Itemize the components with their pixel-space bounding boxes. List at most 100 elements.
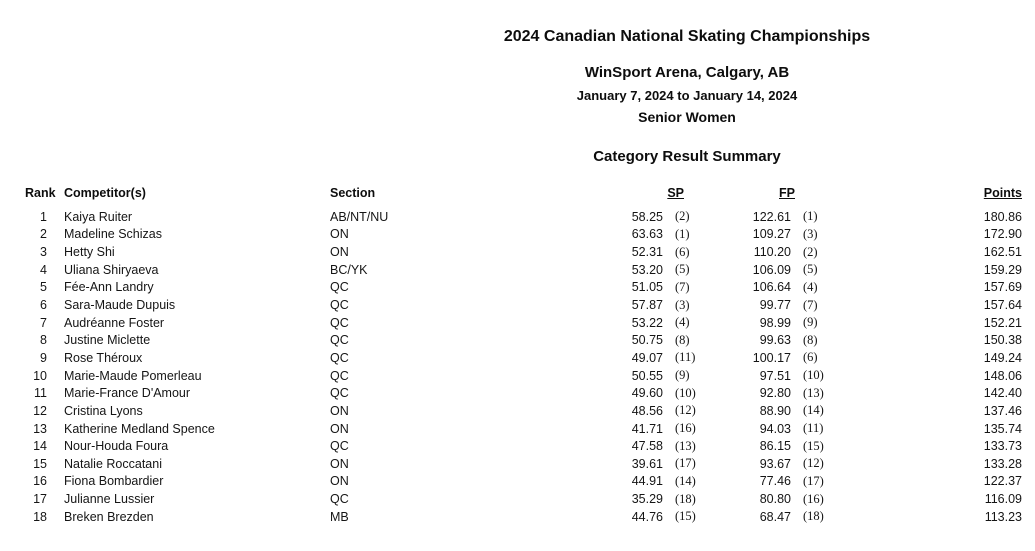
rank-cell: 4 xyxy=(40,262,47,277)
fp-place-cell: (13) xyxy=(803,385,824,400)
event-dates: January 7, 2024 to January 14, 2024 xyxy=(576,88,798,103)
column-header-fp: FP xyxy=(779,186,795,200)
sp-place-cell: (11) xyxy=(675,350,696,365)
sp-place-cell: (1) xyxy=(675,226,690,241)
event-title: 2024 Canadian National Skating Champions… xyxy=(503,28,871,45)
table-row: 1 Kaiya Ruiter AB/NT/NU 58.25 (2) 122.61… xyxy=(0,208,1035,226)
column-header-competitor: Competitor(s) xyxy=(64,186,146,200)
section-cell: ON xyxy=(330,403,349,418)
sp-score-cell: 44.76 xyxy=(631,509,663,524)
fp-score-cell: 98.99 xyxy=(759,315,791,330)
table-row: 15 Natalie Roccatani ON 39.61 (17) 93.67… xyxy=(0,455,1035,473)
competitor-cell: Fiona Bombardier xyxy=(64,474,164,489)
fp-score-cell: 100.17 xyxy=(752,350,791,365)
sp-score-cell: 52.31 xyxy=(631,245,663,260)
fp-place-cell: (10) xyxy=(803,368,824,383)
competitor-cell: Marie-France D'Amour xyxy=(64,386,191,401)
competitor-cell: Breken Brezden xyxy=(64,509,154,524)
fp-score-cell: 106.09 xyxy=(752,262,791,277)
competitor-cell: Justine Miclette xyxy=(64,333,151,348)
fp-place-cell: (5) xyxy=(803,262,818,277)
sp-place-cell: (18) xyxy=(675,491,696,506)
section-cell: QC xyxy=(330,280,349,295)
points-cell: 148.06 xyxy=(983,368,1022,383)
section-cell: ON xyxy=(330,474,349,489)
rank-cell: 5 xyxy=(40,280,47,295)
table-row: 6 Sara-Maude Dupuis QC 57.87 (3) 99.77 (… xyxy=(0,296,1035,314)
points-cell: 113.23 xyxy=(984,509,1022,524)
competitor-cell: Madeline Schizas xyxy=(64,227,162,242)
sp-place-cell: (12) xyxy=(675,403,696,418)
points-cell: 116.09 xyxy=(984,492,1022,507)
table-row: 3 Hetty Shi ON 52.31 (6) 110.20 (2) 162.… xyxy=(0,243,1035,261)
table-row: 9 Rose Théroux QC 49.07 (11) 100.17 (6) … xyxy=(0,349,1035,367)
fp-place-cell: (4) xyxy=(803,279,818,294)
sp-place-cell: (6) xyxy=(675,244,690,259)
section-cell: QC xyxy=(330,492,349,507)
points-cell: 159.29 xyxy=(983,262,1022,277)
points-cell: 135.74 xyxy=(983,421,1022,436)
rank-cell: 15 xyxy=(33,456,47,471)
fp-place-cell: (15) xyxy=(803,438,824,453)
points-cell: 133.28 xyxy=(983,456,1022,471)
rank-cell: 3 xyxy=(40,245,47,260)
section-cell: ON xyxy=(330,245,349,260)
sp-score-cell: 50.55 xyxy=(631,368,663,383)
section-cell: QC xyxy=(330,298,349,313)
fp-score-cell: 80.80 xyxy=(759,492,791,507)
points-cell: 162.51 xyxy=(983,245,1022,260)
section-cell: QC xyxy=(330,439,349,454)
section-cell: ON xyxy=(330,227,349,242)
sp-place-cell: (16) xyxy=(675,421,696,435)
sp-place-cell: (10) xyxy=(675,385,696,400)
rank-cell: 16 xyxy=(33,474,47,489)
fp-score-cell: 106.64 xyxy=(752,280,791,295)
competitor-cell: Natalie Roccatani xyxy=(64,456,162,471)
fp-place-cell: (3) xyxy=(803,226,818,241)
fp-score-cell: 99.77 xyxy=(759,298,791,313)
competitor-cell: Julianne Lussier xyxy=(64,492,155,507)
page-title: Category Result Summary xyxy=(593,148,781,165)
table-row: 13 Katherine Medland Spence ON 41.71 (16… xyxy=(0,420,1035,438)
sp-score-cell: 51.05 xyxy=(631,280,663,295)
fp-score-cell: 68.47 xyxy=(759,509,791,524)
sp-place-cell: (7) xyxy=(675,279,690,294)
sp-score-cell: 49.07 xyxy=(631,350,663,365)
sp-score-cell: 53.22 xyxy=(631,315,663,330)
rank-cell: 14 xyxy=(33,439,47,454)
fp-place-cell: (14) xyxy=(803,403,824,418)
sp-score-cell: 35.29 xyxy=(631,492,663,507)
fp-place-cell: (8) xyxy=(803,332,818,347)
fp-place-cell: (18) xyxy=(803,509,824,524)
rank-cell: 11 xyxy=(34,386,47,401)
section-cell: QC xyxy=(330,315,349,330)
fp-score-cell: 109.27 xyxy=(752,227,791,242)
section-cell: ON xyxy=(330,421,349,436)
fp-score-cell: 92.80 xyxy=(759,386,791,401)
fp-score-cell: 88.90 xyxy=(759,403,791,418)
sp-score-cell: 39.61 xyxy=(631,456,663,471)
section-cell: MB xyxy=(330,509,349,524)
table-row: 2 Madeline Schizas ON 63.63 (1) 109.27 (… xyxy=(0,226,1035,244)
section-cell: QC xyxy=(330,386,349,401)
event-category: Senior Women xyxy=(638,109,736,125)
fp-place-cell: (9) xyxy=(803,315,818,330)
competitor-cell: Nour-Houda Foura xyxy=(64,439,169,454)
section-cell: QC xyxy=(330,333,349,348)
points-cell: 152.21 xyxy=(983,315,1022,330)
table-row: 18 Breken Brezden MB 44.76 (15) 68.47 (1… xyxy=(0,508,1035,526)
rank-cell: 17 xyxy=(33,492,47,507)
rank-cell: 6 xyxy=(40,298,47,313)
fp-score-cell: 97.51 xyxy=(759,368,791,383)
table-row: 10 Marie-Maude Pomerleau QC 50.55 (9) 97… xyxy=(0,367,1035,385)
sp-score-cell: 41.71 xyxy=(631,421,663,436)
sp-place-cell: (3) xyxy=(675,297,690,312)
sp-score-cell: 48.56 xyxy=(631,403,663,418)
table-row: 17 Julianne Lussier QC 35.29 (18) 80.80 … xyxy=(0,490,1035,508)
points-cell: 157.64 xyxy=(983,298,1022,313)
fp-place-cell: (11) xyxy=(803,421,824,435)
competitor-cell: Kaiya Ruiter xyxy=(64,209,133,224)
fp-place-cell: (7) xyxy=(803,297,818,312)
competitor-cell: Katherine Medland Spence xyxy=(64,421,215,436)
